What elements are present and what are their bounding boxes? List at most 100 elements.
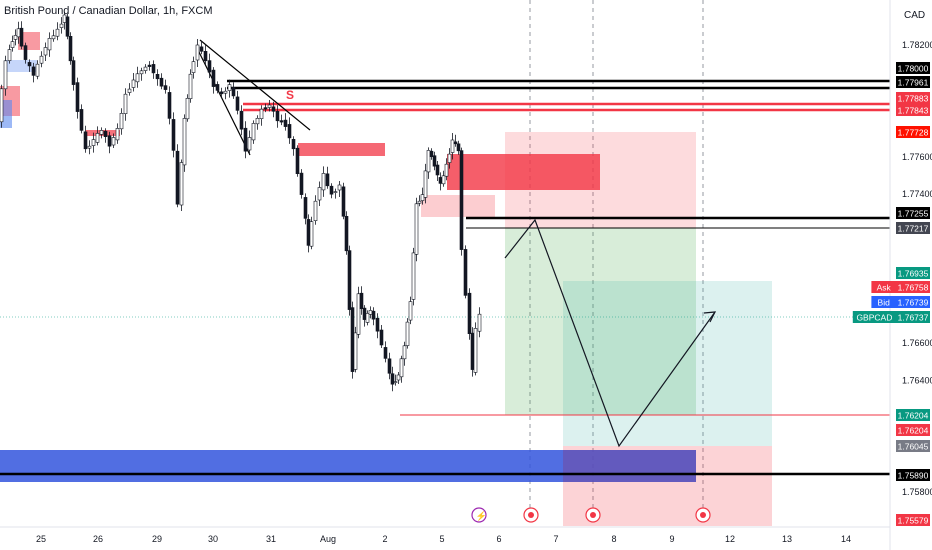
price-badge-value: 1.77961 xyxy=(898,78,929,88)
candle-body xyxy=(435,164,440,176)
event-markers[interactable]: ⚡ xyxy=(471,507,711,523)
candle-body xyxy=(27,62,32,67)
price-badge[interactable] xyxy=(896,409,930,421)
candle-body xyxy=(456,143,461,152)
candle-body xyxy=(432,155,437,167)
candle-body xyxy=(453,141,458,145)
candle-body xyxy=(55,28,60,37)
price-tick-label: 1.76400 xyxy=(902,375,932,385)
candle-body xyxy=(235,96,240,111)
candle-body xyxy=(31,66,36,76)
candle-body xyxy=(83,131,88,150)
candle-body xyxy=(239,110,244,130)
candle-body xyxy=(317,187,322,201)
price-badge-value: 1.77883 xyxy=(898,94,929,104)
time-tick-label: 26 xyxy=(93,534,103,544)
event-lightning-icon[interactable] xyxy=(471,507,487,523)
candle-body xyxy=(423,170,428,198)
candle-body xyxy=(337,184,342,191)
price-badge-value: 1.75890 xyxy=(898,471,929,481)
candle-body xyxy=(309,221,314,247)
candle-body xyxy=(215,84,220,91)
long-target-zone[interactable] xyxy=(563,281,772,446)
candle-body xyxy=(16,28,21,38)
price-badge-value: 1.76758 xyxy=(898,283,929,293)
projection-path[interactable] xyxy=(504,218,716,448)
lightning-glyph: ⚡ xyxy=(476,510,487,522)
candle-body xyxy=(393,381,398,383)
price-badge[interactable] xyxy=(896,514,930,526)
time-axis[interactable]: 25 26 29 30 31 Aug 2 5 6 7 8 9 12 13 14 xyxy=(36,534,851,544)
trendline-upper[interactable] xyxy=(199,39,311,131)
time-tick-label: 13 xyxy=(782,534,792,544)
candle-body xyxy=(127,88,132,93)
price-badge[interactable] xyxy=(896,440,930,452)
candle-body xyxy=(185,98,190,120)
demand-zone-blue[interactable] xyxy=(0,450,696,482)
candle-body xyxy=(396,374,401,381)
price-badge[interactable] xyxy=(896,311,930,323)
price-badge[interactable] xyxy=(896,76,930,88)
candle-body xyxy=(251,123,256,141)
candle-body xyxy=(223,90,228,94)
candle-body xyxy=(123,93,128,114)
candles-group xyxy=(0,12,482,392)
candle-body xyxy=(175,150,180,205)
price-badge[interactable] xyxy=(896,267,930,279)
time-tick-label: Aug xyxy=(320,534,336,544)
candle-body xyxy=(379,329,384,346)
candle-body xyxy=(459,150,464,250)
candle-body xyxy=(325,173,330,187)
candle-body xyxy=(99,130,104,135)
candle-body xyxy=(303,197,308,219)
price-tick-label: 1.76600 xyxy=(902,338,932,348)
candle-body xyxy=(79,109,84,131)
candle-body xyxy=(111,137,116,146)
candle-body xyxy=(131,79,136,88)
price-badge[interactable] xyxy=(896,207,930,219)
candle-body xyxy=(255,118,260,125)
candle-body xyxy=(267,104,272,108)
price-badge[interactable] xyxy=(896,104,930,116)
candle-body xyxy=(271,106,276,112)
price-badge[interactable] xyxy=(896,126,930,138)
price-badge[interactable] xyxy=(896,296,930,308)
supply-zone-main[interactable] xyxy=(447,154,600,190)
projection-arrowhead xyxy=(703,311,717,323)
candle-body xyxy=(182,118,187,166)
candle-body xyxy=(95,133,100,143)
candle-body xyxy=(43,47,48,56)
candle-body xyxy=(463,249,468,296)
annotation-s[interactable]: S xyxy=(286,88,294,102)
candle-body xyxy=(263,107,268,110)
candle-body xyxy=(313,200,318,221)
candle-body xyxy=(477,313,482,332)
trendline-lower[interactable] xyxy=(197,49,251,156)
time-tick-label: 12 xyxy=(725,534,735,544)
candle-body xyxy=(71,60,76,85)
price-axis[interactable]: 1.78200 1.77600 1.77400 1.76600 1.76400 1.758… xyxy=(902,40,932,497)
candle-body xyxy=(444,163,449,177)
candle-body xyxy=(211,69,216,87)
candle-body xyxy=(402,345,407,360)
event-dot-2 xyxy=(590,512,596,518)
price-badge[interactable] xyxy=(896,222,930,234)
price-badge-value: 1.77217 xyxy=(898,224,929,234)
candle-body xyxy=(188,73,193,99)
currency-label[interactable]: CAD xyxy=(904,10,925,21)
price-badge[interactable] xyxy=(896,469,930,481)
price-badge[interactable] xyxy=(896,281,930,293)
candle-body xyxy=(47,38,52,51)
supply-zone-small[interactable] xyxy=(298,143,385,156)
candle-body xyxy=(171,119,176,151)
supply-zone-faint[interactable] xyxy=(421,195,495,217)
candle-body xyxy=(333,191,338,193)
price-badge[interactable] xyxy=(896,92,930,104)
candle-body xyxy=(59,23,64,28)
price-badge[interactable] xyxy=(896,62,930,74)
price-badge[interactable] xyxy=(896,424,930,436)
candle-body xyxy=(417,200,422,204)
candle-body xyxy=(438,177,443,184)
time-tick-label: 25 xyxy=(36,534,46,544)
